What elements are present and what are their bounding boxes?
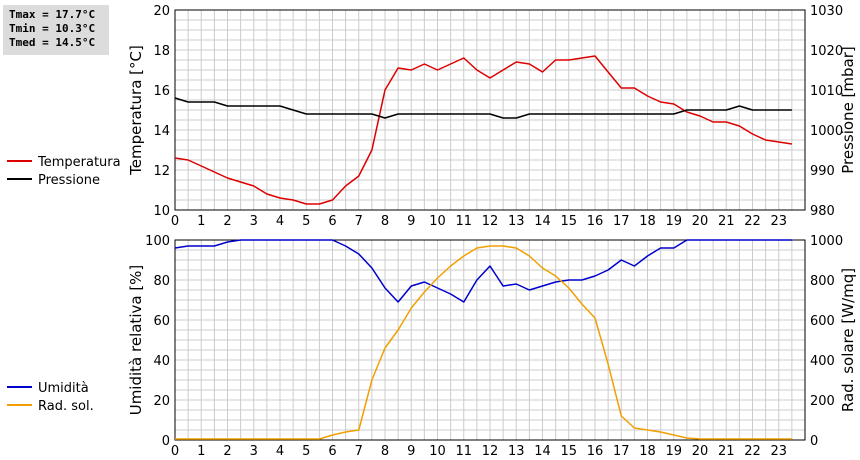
- x-tick-label: 7: [355, 444, 363, 459]
- series-line: [174, 97, 792, 119]
- stats-box: Tmax = 17.7°C Tmin = 10.3°C Tmed = 14.5°…: [3, 5, 109, 55]
- x-tick-label: 6: [328, 214, 336, 229]
- y-tick-label-left: 12: [153, 164, 170, 179]
- y-tick-label-left: 14: [153, 124, 170, 139]
- y-tick-label-left: 0: [162, 434, 170, 449]
- y-tick-label-left: 80: [153, 274, 170, 289]
- x-tick-label: 11: [455, 214, 472, 229]
- y-tick-label-left: 10: [153, 204, 170, 219]
- legend-label: Rad. sol.: [38, 399, 94, 414]
- x-tick-label: 6: [328, 444, 336, 459]
- x-tick-label: 5: [302, 214, 310, 229]
- y-tick-label-right: 1020: [810, 44, 843, 59]
- x-tick-label: 4: [276, 444, 284, 459]
- y-tick-label-left: 20: [153, 394, 170, 409]
- x-tick-label: 8: [381, 214, 389, 229]
- y-axis-label-left: Temperatura [°C]: [127, 45, 145, 176]
- x-tick-label: 1: [197, 214, 205, 229]
- x-tick-label: 14: [534, 214, 551, 229]
- x-tick-label: 9: [407, 214, 415, 229]
- x-tick-label: 5: [302, 444, 310, 459]
- x-tick-label: 19: [665, 214, 682, 229]
- stat-tmax: Tmax = 17.7°C: [9, 8, 96, 21]
- x-tick-label: 21: [718, 444, 735, 459]
- series-line: [174, 239, 792, 303]
- x-tick-label: 2: [223, 214, 231, 229]
- y-tick-label-right: 400: [810, 354, 835, 369]
- y-tick-label-right: 980: [810, 204, 835, 219]
- y-tick-label-right: 800: [810, 274, 835, 289]
- x-tick-label: 4: [276, 214, 284, 229]
- x-tick-label: 14: [534, 444, 551, 459]
- plot-frame: [174, 9, 806, 211]
- y-tick-label-left: 16: [153, 84, 170, 99]
- x-tick-label: 19: [665, 444, 682, 459]
- y-tick-label-right: 0: [810, 434, 818, 449]
- legend-label: Temperatura: [37, 155, 121, 170]
- y-tick-label-right: 990: [810, 164, 835, 179]
- x-tick-label: 22: [744, 214, 761, 229]
- y-tick-label-left: 40: [153, 354, 170, 369]
- x-tick-label: 15: [560, 214, 577, 229]
- x-tick-label: 7: [355, 214, 363, 229]
- legend-label: Pressione: [38, 173, 100, 188]
- y-tick-label-left: 100: [145, 234, 170, 249]
- stat-tmed: Tmed = 14.5°C: [9, 36, 96, 49]
- x-tick-label: 17: [613, 214, 630, 229]
- x-tick-label: 23: [770, 444, 787, 459]
- x-tick-label: 11: [455, 444, 472, 459]
- x-tick-label: 18: [639, 444, 656, 459]
- x-tick-label: 1: [197, 444, 205, 459]
- y-tick-label-right: 1000: [810, 124, 843, 139]
- x-tick-label: 13: [508, 444, 525, 459]
- x-tick-label: 8: [381, 444, 389, 459]
- x-tick-label: 20: [692, 444, 709, 459]
- x-tick-label: 0: [171, 214, 179, 229]
- x-tick-label: 21: [718, 214, 735, 229]
- y-axis-label-right: Pressione [mbar]: [839, 46, 857, 174]
- y-tick-label-left: 20: [153, 4, 170, 19]
- y-tick-label-left: 60: [153, 314, 170, 329]
- y-axis-label-left: Umidità relativa [%]: [127, 265, 145, 416]
- x-tick-label: 3: [250, 214, 258, 229]
- series-line: [175, 245, 792, 440]
- x-tick-label: 23: [770, 214, 787, 229]
- y-axis-label-right: Rad. solare [W/mq]: [839, 268, 857, 412]
- x-tick-label: 15: [560, 444, 577, 459]
- x-tick-label: 3: [250, 444, 258, 459]
- x-tick-label: 13: [508, 214, 525, 229]
- legend-label: Umidità: [38, 381, 89, 396]
- y-tick-label-right: 200: [810, 394, 835, 409]
- plot-frame: [174, 239, 806, 441]
- x-tick-label: 16: [587, 214, 604, 229]
- y-tick-label-right: 1030: [810, 4, 843, 19]
- x-tick-label: 16: [587, 444, 604, 459]
- x-tick-label: 2: [223, 444, 231, 459]
- stat-tmin: Tmin = 10.3°C: [9, 22, 96, 35]
- series-line: [174, 55, 793, 205]
- x-tick-label: 17: [613, 444, 630, 459]
- y-tick-label-right: 1000: [810, 234, 843, 249]
- x-tick-label: 10: [429, 214, 446, 229]
- x-tick-label: 0: [171, 444, 179, 459]
- y-tick-label-left: 18: [153, 44, 170, 59]
- x-tick-label: 20: [692, 214, 709, 229]
- x-tick-label: 22: [744, 444, 761, 459]
- x-tick-label: 9: [407, 444, 415, 459]
- x-tick-label: 12: [482, 444, 499, 459]
- y-tick-label-right: 600: [810, 314, 835, 329]
- y-tick-label-right: 1010: [810, 84, 843, 99]
- x-tick-label: 10: [429, 444, 446, 459]
- x-tick-label: 12: [482, 214, 499, 229]
- x-tick-label: 18: [639, 214, 656, 229]
